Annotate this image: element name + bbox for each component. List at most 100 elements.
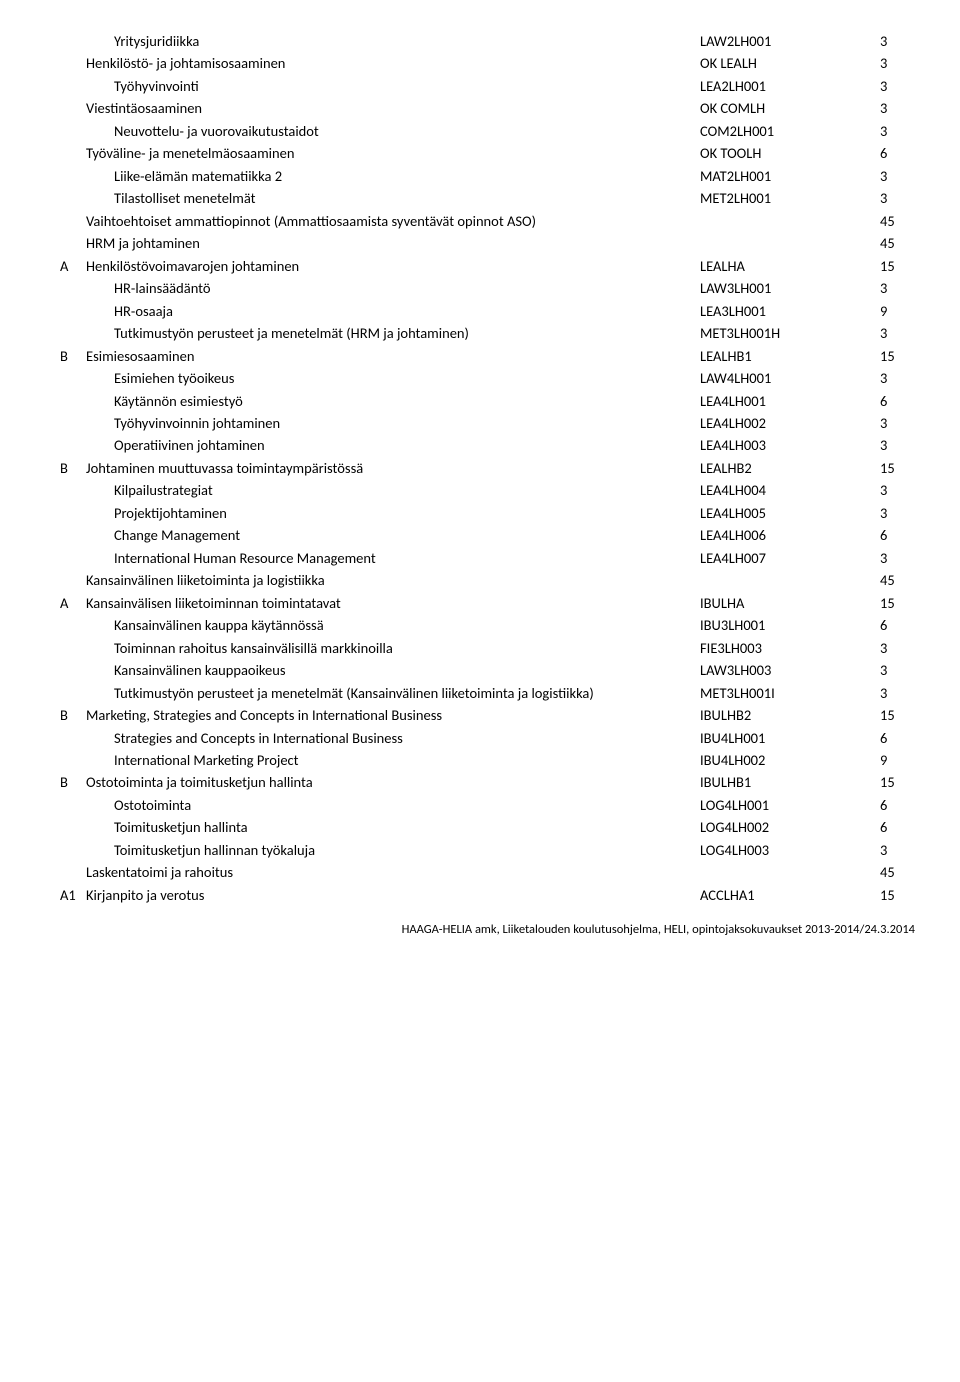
row-value: 15 (880, 255, 920, 277)
table-row: Työhyvinvoinnin johtaminenLEA4LH0023 (60, 412, 920, 434)
table-row: Toimitusketjun hallintaLOG4LH0026 (60, 816, 920, 838)
row-label: Ostotoiminta ja toimitusketjun hallinta (86, 771, 700, 793)
row-code: LAW3LH003 (700, 659, 880, 681)
table-row: AHenkilöstövoimavarojen johtaminenLEALHA… (60, 255, 920, 277)
table-row: OstotoimintaLOG4LH0016 (60, 794, 920, 816)
row-label: HR-lainsäädäntö (86, 277, 700, 299)
row-label: International Marketing Project (86, 749, 700, 771)
row-value: 15 (880, 771, 920, 793)
row-value: 3 (880, 322, 920, 344)
row-value: 6 (880, 794, 920, 816)
row-value: 45 (880, 210, 920, 232)
row-value: 6 (880, 727, 920, 749)
table-row: BJohtaminen muuttuvassa toimintaympärist… (60, 457, 920, 479)
row-code: IBULHB2 (700, 704, 880, 726)
table-row: Toiminnan rahoitus kansainvälisillä mark… (60, 637, 920, 659)
row-value: 3 (880, 187, 920, 209)
row-label: Kansainvälinen liiketoiminta ja logistii… (86, 569, 700, 591)
table-row: HR-osaajaLEA3LH0019 (60, 300, 920, 322)
table-row: Vaihtoehtoiset ammattiopinnot (Ammattios… (60, 210, 920, 232)
table-row: Käytännön esimiestyöLEA4LH0016 (60, 390, 920, 412)
table-row: TyöhyvinvointiLEA2LH0013 (60, 75, 920, 97)
row-label: Johtaminen muuttuvassa toimintaympäristö… (86, 457, 700, 479)
row-code: LEA4LH005 (700, 502, 880, 524)
table-row: Strategies and Concepts in International… (60, 727, 920, 749)
row-label: Laskentatoimi ja rahoitus (86, 861, 700, 883)
row-label: Toiminnan rahoitus kansainvälisillä mark… (86, 637, 700, 659)
row-label: Esimiesosaaminen (86, 345, 700, 367)
row-code: LEA4LH003 (700, 434, 880, 456)
row-prefix: B (60, 345, 86, 367)
row-value: 6 (880, 524, 920, 546)
table-row: ProjektijohtaminenLEA4LH0053 (60, 502, 920, 524)
row-label: Kansainvälinen kauppa käytännössä (86, 614, 700, 636)
row-value: 3 (880, 120, 920, 142)
row-code: FIE3LH003 (700, 637, 880, 659)
row-label: Tutkimustyön perusteet ja menetelmät (Ka… (86, 682, 700, 704)
row-label: Toimitusketjun hallinnan työkaluja (86, 839, 700, 861)
row-code: MET2LH001 (700, 187, 880, 209)
row-value: 15 (880, 884, 920, 906)
row-code: IBU4LH001 (700, 727, 880, 749)
table-row: BEsimiesosaaminenLEALHB115 (60, 345, 920, 367)
row-label: Henkilöstö- ja johtamisosaaminen (86, 52, 700, 74)
row-code: IBU3LH001 (700, 614, 880, 636)
row-value: 15 (880, 457, 920, 479)
row-value: 3 (880, 30, 920, 52)
row-value: 15 (880, 704, 920, 726)
row-value: 45 (880, 569, 920, 591)
row-label: Neuvottelu- ja vuorovaikutustaidot (86, 120, 700, 142)
row-prefix: B (60, 457, 86, 479)
row-code: COM2LH001 (700, 120, 880, 142)
row-code: LAW2LH001 (700, 30, 880, 52)
row-label: Liike-elämän matematiikka 2 (86, 165, 700, 187)
row-label: Työhyvinvoinnin johtaminen (86, 412, 700, 434)
table-row: Liike-elämän matematiikka 2MAT2LH0013 (60, 165, 920, 187)
row-label: Työväline- ja menetelmäosaaminen (86, 142, 700, 164)
row-code: LEA4LH006 (700, 524, 880, 546)
row-value: 3 (880, 839, 920, 861)
course-table: YritysjuridiikkaLAW2LH0013Henkilöstö- ja… (60, 30, 920, 906)
row-label: Esimiehen työoikeus (86, 367, 700, 389)
row-code: OK COMLH (700, 97, 880, 119)
row-code: OK LEALH (700, 52, 880, 74)
table-row: Neuvottelu- ja vuorovaikutustaidotCOM2LH… (60, 120, 920, 142)
row-code: LOG4LH003 (700, 839, 880, 861)
row-label: Vaihtoehtoiset ammattiopinnot (Ammattios… (86, 210, 700, 232)
table-row: International Human Resource ManagementL… (60, 547, 920, 569)
table-row: Tutkimustyön perusteet ja menetelmät (Ka… (60, 682, 920, 704)
row-prefix: A (60, 592, 86, 614)
table-row: KilpailustrategiatLEA4LH0043 (60, 479, 920, 501)
table-row: International Marketing ProjectIBU4LH002… (60, 749, 920, 771)
table-row: ViestintäosaaminenOK COMLH3 (60, 97, 920, 119)
row-label: HRM ja johtaminen (86, 232, 700, 254)
row-code: LEALHB2 (700, 457, 880, 479)
row-code: LEA4LH002 (700, 412, 880, 434)
row-value: 15 (880, 345, 920, 367)
row-label: Strategies and Concepts in International… (86, 727, 700, 749)
row-value: 3 (880, 165, 920, 187)
row-value: 3 (880, 277, 920, 299)
row-value: 9 (880, 300, 920, 322)
row-value: 3 (880, 637, 920, 659)
row-label: Kirjanpito ja verotus (86, 884, 700, 906)
row-code: LEA3LH001 (700, 300, 880, 322)
row-value: 6 (880, 390, 920, 412)
row-value: 3 (880, 75, 920, 97)
row-prefix: A1 (60, 884, 86, 906)
table-row: Tutkimustyön perusteet ja menetelmät (HR… (60, 322, 920, 344)
row-value: 3 (880, 97, 920, 119)
row-code: LOG4LH001 (700, 794, 880, 816)
row-prefix: B (60, 771, 86, 793)
row-code: LEA4LH007 (700, 547, 880, 569)
row-code: MAT2LH001 (700, 165, 880, 187)
row-value: 3 (880, 682, 920, 704)
row-code: ACCLHA1 (700, 884, 880, 906)
row-value: 3 (880, 502, 920, 524)
row-label: Projektijohtaminen (86, 502, 700, 524)
row-label: International Human Resource Management (86, 547, 700, 569)
row-label: Operatiivinen johtaminen (86, 434, 700, 456)
row-value: 9 (880, 749, 920, 771)
row-label: Kilpailustrategiat (86, 479, 700, 501)
row-code: IBULHA (700, 592, 880, 614)
